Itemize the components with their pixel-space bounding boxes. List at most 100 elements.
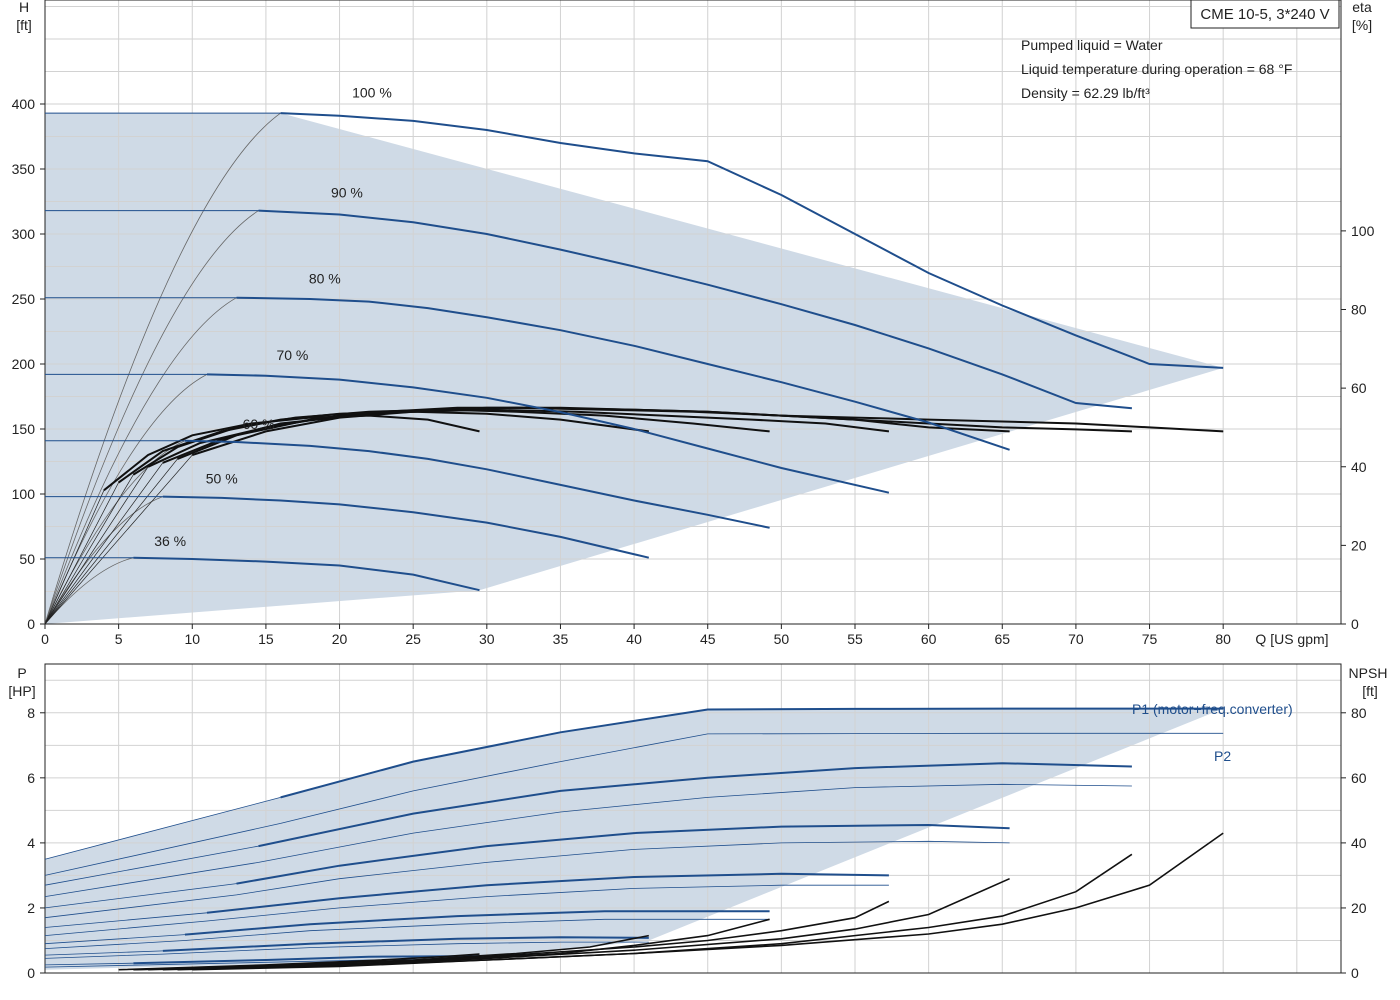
p2-curve xyxy=(44,941,649,959)
head-curve xyxy=(184,439,770,529)
speed-label: 100 % xyxy=(352,85,392,101)
y-right-tick-label: 40 xyxy=(1351,459,1367,475)
p1-curve xyxy=(258,762,1132,848)
p1-curve-lowflow xyxy=(44,962,134,966)
efficiency-ray xyxy=(44,210,259,625)
p1-curve xyxy=(184,910,770,936)
bottom-left-axis-title: P xyxy=(17,665,26,681)
y-left-tick-label: 250 xyxy=(12,291,36,307)
x-tick-label: 45 xyxy=(700,631,716,647)
y-right-tick-label: 0 xyxy=(1351,616,1359,632)
x-tick-label: 30 xyxy=(479,631,495,647)
p1-curve-lowflow xyxy=(44,934,185,945)
info-liquid-temperature: Liquid temperature during operation = 68… xyxy=(1021,61,1292,77)
x-axis-title: Q [US gpm] xyxy=(1255,631,1328,647)
p-tick-label: 4 xyxy=(27,835,35,851)
speed-label: 90 % xyxy=(331,185,363,201)
p1-curve-lowflow xyxy=(44,797,281,860)
p1-curve-lowflow xyxy=(44,883,237,909)
npsh-curve xyxy=(162,877,1010,971)
model-label-box xyxy=(1190,0,1340,29)
p1-curve xyxy=(162,936,649,952)
y-left-tick-label: 150 xyxy=(12,421,36,437)
p1-curve-lowflow xyxy=(44,845,259,886)
head-curve xyxy=(258,209,1132,410)
top-grid: 0 5 10 15 20 25 30 35 40 45 50 55 60 65 70 75 80 0 50 100 15… xyxy=(12,0,1375,647)
bottom-curves xyxy=(44,707,1224,971)
top-curves: 100 % 90 % 80 % 70 % 60 % 50 % 36 % xyxy=(44,85,1224,625)
y-right-tick-label: 60 xyxy=(1351,380,1367,396)
npsh-curve xyxy=(133,934,649,971)
x-tick-label: 70 xyxy=(1068,631,1084,647)
p2-curve xyxy=(44,918,770,949)
npsh-tick-label: 80 xyxy=(1351,705,1367,721)
y-right-tick-label: 80 xyxy=(1351,302,1367,318)
npsh-tick-label: 0 xyxy=(1351,965,1359,981)
p1-curve xyxy=(236,823,1010,885)
p2-curve xyxy=(44,732,1224,876)
x-tick-label: 65 xyxy=(994,631,1010,647)
chart-labels: H [ft] eta [%] Q [US gpm] P [HP] NPSH [f… xyxy=(8,0,1387,764)
bottom-right-axis-unit: [ft] xyxy=(1362,683,1378,699)
p2-curve xyxy=(44,884,889,936)
top-right-axis-title: eta xyxy=(1352,0,1372,15)
npsh-tick-label: 60 xyxy=(1351,770,1367,786)
efficiency-ray xyxy=(44,297,237,625)
x-tick-label: 10 xyxy=(184,631,200,647)
y-right-tick-label: 100 xyxy=(1351,223,1375,239)
p2-curve xyxy=(44,783,1132,897)
x-tick-label: 80 xyxy=(1215,631,1231,647)
efficiency-ray xyxy=(44,496,163,625)
x-tick-label: 40 xyxy=(626,631,642,647)
y-left-tick-label: 350 xyxy=(12,161,36,177)
speed-label: 60 % xyxy=(243,416,275,432)
p1-curve xyxy=(133,955,480,965)
y-left-tick-label: 400 xyxy=(12,96,36,112)
p2-curve xyxy=(44,840,1010,919)
x-tick-label: 35 xyxy=(553,631,569,647)
head-curve xyxy=(133,556,480,592)
head-curve xyxy=(162,495,650,559)
bottom-left-axis-unit: [HP] xyxy=(8,683,35,699)
p1-label: P1 (motor+freq.converter) xyxy=(1132,701,1293,717)
npsh-tick-label: 40 xyxy=(1351,835,1367,851)
head-curve xyxy=(206,373,890,494)
x-tick-label: 25 xyxy=(405,631,421,647)
p2-label: P2 xyxy=(1214,748,1231,764)
model-label: CME 10-5, 3*240 V xyxy=(1200,6,1329,23)
x-tick-label: 50 xyxy=(774,631,790,647)
x-tick-label: 55 xyxy=(847,631,863,647)
y-left-tick-label: 300 xyxy=(12,226,36,242)
speed-label: 50 % xyxy=(206,471,238,487)
x-tick-label: 20 xyxy=(332,631,348,647)
npsh-tick-label: 20 xyxy=(1351,900,1367,916)
head-curve xyxy=(280,112,1224,369)
speed-label: 80 % xyxy=(309,270,341,286)
y-left-tick-label: 100 xyxy=(12,486,36,502)
top-left-axis-unit: [ft] xyxy=(16,17,32,33)
efficiency-ray xyxy=(44,112,281,625)
p-tick-label: 0 xyxy=(27,965,35,981)
x-tick-label: 75 xyxy=(1142,631,1158,647)
eta-curve xyxy=(118,410,649,484)
bottom-right-axis-title: NPSH xyxy=(1349,665,1388,681)
bottom-plot-frame xyxy=(44,663,1342,974)
info-density: Density = 62.29 lb/ft³ xyxy=(1021,85,1150,101)
top-right-axis-unit: [%] xyxy=(1352,17,1372,33)
y-left-tick-label: 200 xyxy=(12,356,36,372)
x-tick-label: 0 xyxy=(41,631,49,647)
npsh-curve xyxy=(177,853,1133,971)
p-tick-label: 8 xyxy=(27,705,35,721)
eta-curve xyxy=(147,408,890,468)
npsh-curve xyxy=(118,953,480,971)
p1-curve-lowflow xyxy=(44,912,208,928)
top-plot-frame xyxy=(44,0,1342,625)
speed-label: 70 % xyxy=(276,347,308,363)
y-left-tick-label: 50 xyxy=(19,551,35,567)
head-curve xyxy=(236,296,1010,451)
x-tick-label: 5 xyxy=(115,631,123,647)
p-tick-label: 2 xyxy=(27,900,35,916)
y-left-tick-label: 0 xyxy=(27,616,35,632)
